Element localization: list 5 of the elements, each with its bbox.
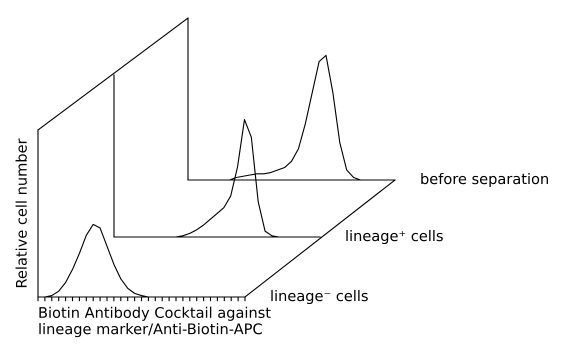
x-axis-title: Biotin Antibody Cocktail against lineage marker/Anti-Biotin-APC bbox=[39, 306, 271, 338]
legend-label: lineage⁻ cells bbox=[271, 290, 368, 304]
series-label: before separation bbox=[421, 172, 548, 188]
series-label: lineage⁺ cells bbox=[346, 230, 443, 244]
y-axis-title: Relative cell number bbox=[16, 138, 27, 288]
